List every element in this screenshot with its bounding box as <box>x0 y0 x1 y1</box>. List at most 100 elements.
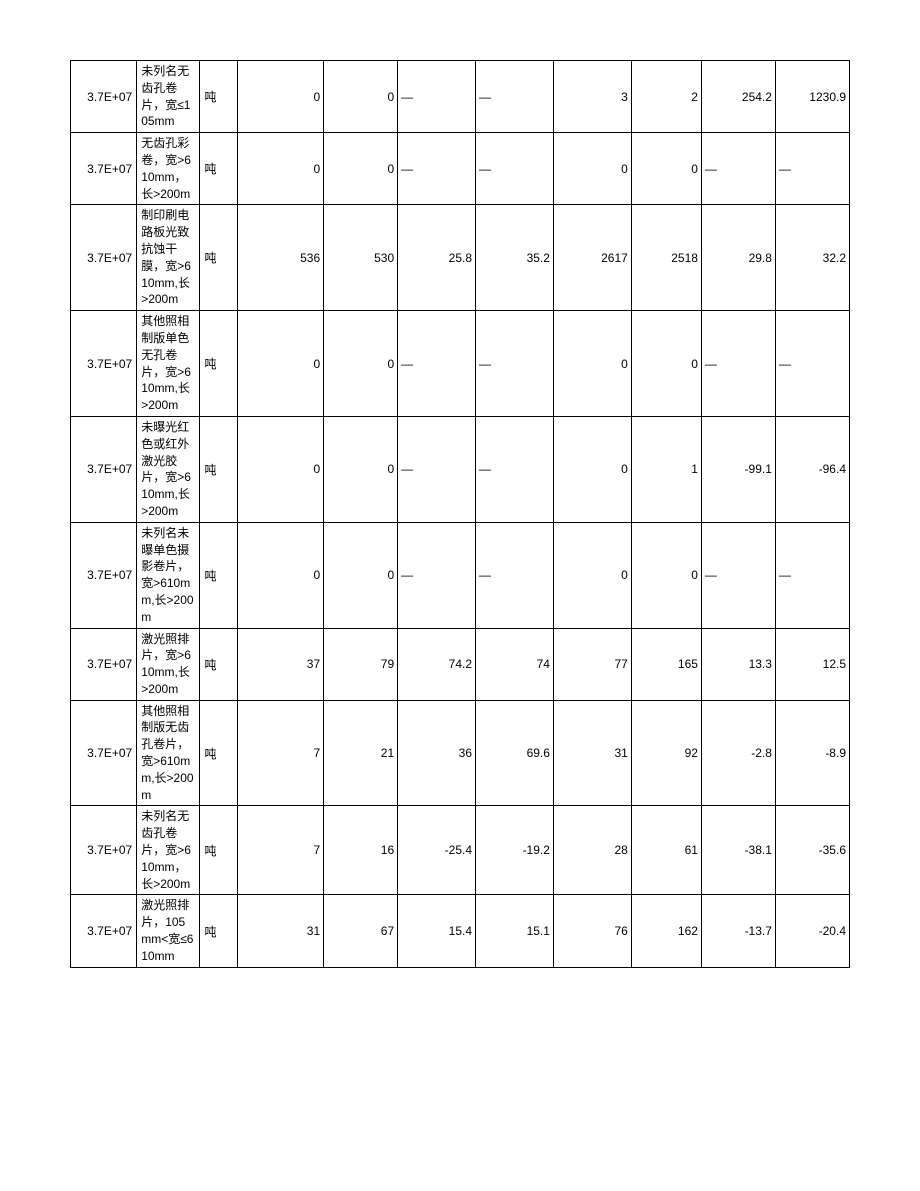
cell-n1: 37 <box>238 628 324 700</box>
cell-n2: 21 <box>324 700 398 806</box>
data-table: 3.7E+07未列名无齿孔卷片，宽≤105mm吨00——32254.21230.… <box>70 60 850 968</box>
cell-n3: 74.2 <box>398 628 476 700</box>
cell-n1: 0 <box>238 311 324 417</box>
cell-n4: — <box>476 133 554 205</box>
cell-n3: -25.4 <box>398 806 476 895</box>
cell-n3: — <box>398 61 476 133</box>
table-row: 3.7E+07制印刷电路板光致抗蚀干膜，宽>610mm,长>200m吨53653… <box>71 205 850 311</box>
cell-n1: 7 <box>238 806 324 895</box>
cell-code: 3.7E+07 <box>71 806 137 895</box>
cell-n8: — <box>775 311 849 417</box>
cell-desc: 制印刷电路板光致抗蚀干膜，宽>610mm,长>200m <box>137 205 199 311</box>
cell-n5: 76 <box>553 895 631 967</box>
cell-n6: 61 <box>631 806 701 895</box>
cell-code: 3.7E+07 <box>71 628 137 700</box>
cell-n8: 1230.9 <box>775 61 849 133</box>
cell-code: 3.7E+07 <box>71 416 137 522</box>
cell-desc: 未列名无齿孔卷片，宽>610mm，长>200m <box>137 806 199 895</box>
cell-n6: 2518 <box>631 205 701 311</box>
cell-n5: 28 <box>553 806 631 895</box>
cell-n4: -19.2 <box>476 806 554 895</box>
cell-n5: 0 <box>553 416 631 522</box>
cell-n4: 74 <box>476 628 554 700</box>
cell-code: 3.7E+07 <box>71 133 137 205</box>
table-row: 3.7E+07激光照排片，105mm<宽≤610mm吨316715.415.17… <box>71 895 850 967</box>
cell-unit: 吨 <box>199 806 238 895</box>
cell-n3: — <box>398 133 476 205</box>
cell-n7: -2.8 <box>701 700 775 806</box>
cell-desc: 其他照相制版单色无孔卷片，宽>610mm,长>200m <box>137 311 199 417</box>
table-row: 3.7E+07无齿孔彩卷，宽>610mm，长>200m吨00——00—— <box>71 133 850 205</box>
cell-n8: 32.2 <box>775 205 849 311</box>
cell-n2: 67 <box>324 895 398 967</box>
cell-n5: 0 <box>553 133 631 205</box>
cell-n3: 25.8 <box>398 205 476 311</box>
cell-n6: 162 <box>631 895 701 967</box>
cell-n6: 1 <box>631 416 701 522</box>
cell-n5: 77 <box>553 628 631 700</box>
cell-desc: 激光照排片，105mm<宽≤610mm <box>137 895 199 967</box>
table-body: 3.7E+07未列名无齿孔卷片，宽≤105mm吨00——32254.21230.… <box>71 61 850 968</box>
cell-unit: 吨 <box>199 895 238 967</box>
cell-unit: 吨 <box>199 205 238 311</box>
table-row: 3.7E+07激光照排片，宽>610mm,长>200m吨377974.27477… <box>71 628 850 700</box>
cell-n8: -8.9 <box>775 700 849 806</box>
table-row: 3.7E+07其他照相制版无齿孔卷片，宽>610mm,长>200m吨721366… <box>71 700 850 806</box>
cell-n3: — <box>398 311 476 417</box>
cell-n7: 13.3 <box>701 628 775 700</box>
cell-code: 3.7E+07 <box>71 205 137 311</box>
cell-n7: — <box>701 311 775 417</box>
cell-n3: 36 <box>398 700 476 806</box>
cell-code: 3.7E+07 <box>71 522 137 628</box>
cell-n4: 69.6 <box>476 700 554 806</box>
cell-n7: — <box>701 522 775 628</box>
cell-code: 3.7E+07 <box>71 895 137 967</box>
cell-n6: 0 <box>631 311 701 417</box>
cell-n1: 0 <box>238 133 324 205</box>
cell-n2: 530 <box>324 205 398 311</box>
cell-code: 3.7E+07 <box>71 61 137 133</box>
cell-n2: 0 <box>324 522 398 628</box>
cell-n2: 0 <box>324 133 398 205</box>
cell-n8: -35.6 <box>775 806 849 895</box>
cell-n4: — <box>476 61 554 133</box>
cell-n2: 16 <box>324 806 398 895</box>
cell-n8: — <box>775 522 849 628</box>
cell-n6: 0 <box>631 522 701 628</box>
cell-n2: 79 <box>324 628 398 700</box>
cell-n5: 0 <box>553 311 631 417</box>
cell-n2: 0 <box>324 61 398 133</box>
cell-n5: 31 <box>553 700 631 806</box>
cell-desc: 激光照排片，宽>610mm,长>200m <box>137 628 199 700</box>
cell-n1: 536 <box>238 205 324 311</box>
cell-n7: 254.2 <box>701 61 775 133</box>
cell-desc: 无齿孔彩卷，宽>610mm，长>200m <box>137 133 199 205</box>
cell-desc: 未列名未曝单色摄影卷片，宽>610mm,长>200m <box>137 522 199 628</box>
cell-n6: 165 <box>631 628 701 700</box>
cell-n1: 0 <box>238 61 324 133</box>
cell-n2: 0 <box>324 416 398 522</box>
cell-n8: -20.4 <box>775 895 849 967</box>
cell-n5: 2617 <box>553 205 631 311</box>
cell-n1: 0 <box>238 522 324 628</box>
cell-unit: 吨 <box>199 61 238 133</box>
table-row: 3.7E+07未列名无齿孔卷片，宽≤105mm吨00——32254.21230.… <box>71 61 850 133</box>
cell-unit: 吨 <box>199 416 238 522</box>
cell-n7: 29.8 <box>701 205 775 311</box>
table-row: 3.7E+07未列名无齿孔卷片，宽>610mm，长>200m吨716-25.4-… <box>71 806 850 895</box>
cell-desc: 未列名无齿孔卷片，宽≤105mm <box>137 61 199 133</box>
table-row: 3.7E+07其他照相制版单色无孔卷片，宽>610mm,长>200m吨00——0… <box>71 311 850 417</box>
cell-n5: 0 <box>553 522 631 628</box>
cell-unit: 吨 <box>199 133 238 205</box>
cell-unit: 吨 <box>199 628 238 700</box>
cell-desc: 未曝光红色或红外激光胶片，宽>610mm,长>200m <box>137 416 199 522</box>
cell-n4: 35.2 <box>476 205 554 311</box>
cell-n2: 0 <box>324 311 398 417</box>
cell-n7: -38.1 <box>701 806 775 895</box>
cell-n1: 7 <box>238 700 324 806</box>
cell-n4: 15.1 <box>476 895 554 967</box>
cell-n6: 92 <box>631 700 701 806</box>
cell-n7: -13.7 <box>701 895 775 967</box>
cell-n4: — <box>476 311 554 417</box>
cell-code: 3.7E+07 <box>71 700 137 806</box>
